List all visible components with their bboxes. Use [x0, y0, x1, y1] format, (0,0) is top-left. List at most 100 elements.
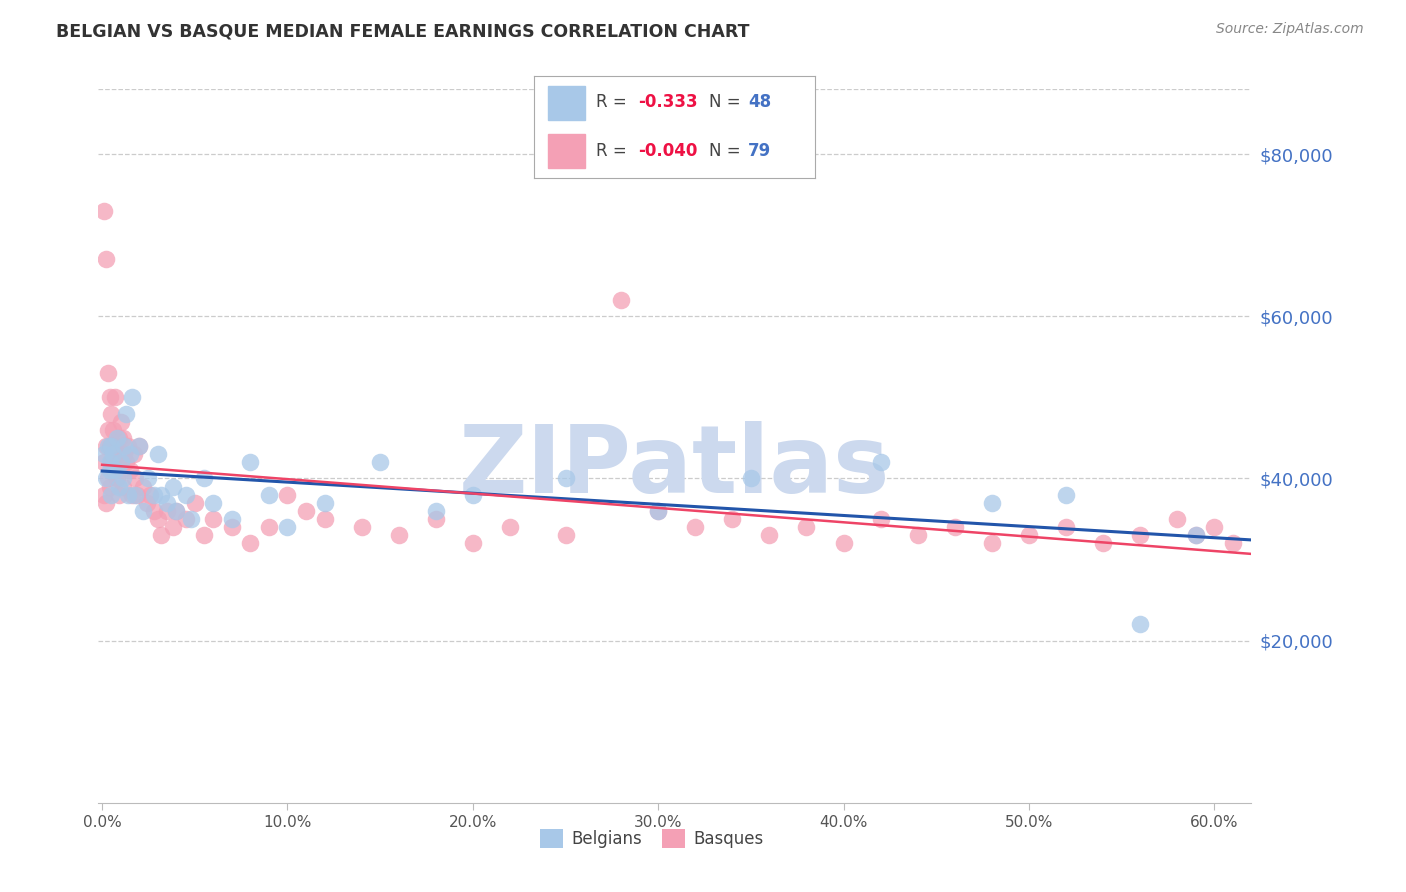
- Point: [127, 488, 149, 502]
- Point: [135, 496, 157, 510]
- Legend: Belgians, Basques: Belgians, Basques: [533, 822, 770, 855]
- Point: [143, 488, 166, 502]
- Point: [388, 528, 411, 542]
- Point: [554, 528, 576, 542]
- Point: [295, 504, 318, 518]
- Point: [350, 520, 373, 534]
- Point: [425, 504, 447, 518]
- Point: [499, 520, 522, 534]
- Text: R =: R =: [596, 142, 633, 160]
- Point: [98, 439, 121, 453]
- Point: [132, 504, 155, 518]
- Point: [100, 455, 122, 469]
- Point: [143, 504, 166, 518]
- Point: [97, 471, 120, 485]
- Point: [461, 488, 484, 502]
- Point: [117, 439, 139, 453]
- Point: [184, 496, 207, 510]
- Point: [647, 504, 669, 518]
- Point: [103, 447, 125, 461]
- Text: -0.333: -0.333: [638, 94, 697, 112]
- Point: [257, 520, 280, 534]
- Point: [740, 471, 762, 485]
- Point: [98, 479, 121, 493]
- Point: [276, 520, 298, 534]
- Point: [110, 415, 132, 429]
- Point: [97, 423, 120, 437]
- Point: [1204, 520, 1226, 534]
- Point: [108, 431, 131, 445]
- Point: [314, 496, 336, 510]
- Point: [94, 496, 117, 510]
- FancyBboxPatch shape: [548, 135, 585, 168]
- Text: Source: ZipAtlas.com: Source: ZipAtlas.com: [1216, 22, 1364, 37]
- Point: [276, 488, 298, 502]
- Point: [314, 512, 336, 526]
- Point: [1054, 488, 1077, 502]
- Point: [796, 520, 818, 534]
- Point: [221, 512, 243, 526]
- Point: [1129, 528, 1152, 542]
- Point: [124, 488, 146, 502]
- Point: [257, 488, 280, 502]
- Point: [1018, 528, 1040, 542]
- Point: [111, 471, 134, 485]
- Point: [139, 488, 162, 502]
- Point: [100, 488, 122, 502]
- Point: [907, 528, 929, 542]
- Point: [94, 252, 117, 267]
- Point: [150, 528, 173, 542]
- Point: [610, 293, 633, 307]
- Text: BELGIAN VS BASQUE MEDIAN FEMALE EARNINGS CORRELATION CHART: BELGIAN VS BASQUE MEDIAN FEMALE EARNINGS…: [56, 22, 749, 40]
- Point: [150, 488, 173, 502]
- Point: [121, 390, 143, 404]
- Point: [105, 447, 128, 461]
- Point: [425, 512, 447, 526]
- Point: [1184, 528, 1206, 542]
- Point: [108, 479, 131, 493]
- Point: [93, 455, 115, 469]
- FancyBboxPatch shape: [548, 87, 585, 120]
- Point: [100, 407, 122, 421]
- Point: [122, 447, 145, 461]
- Point: [138, 471, 160, 485]
- Point: [128, 439, 150, 453]
- Point: [685, 520, 707, 534]
- Point: [94, 471, 117, 485]
- Point: [146, 512, 169, 526]
- Point: [1054, 520, 1077, 534]
- Point: [202, 496, 225, 510]
- Text: R =: R =: [596, 94, 633, 112]
- Point: [1166, 512, 1188, 526]
- Point: [128, 439, 150, 453]
- Point: [124, 471, 146, 485]
- Point: [115, 407, 138, 421]
- Point: [100, 439, 122, 453]
- Point: [869, 455, 891, 469]
- Point: [165, 504, 187, 518]
- Point: [115, 455, 138, 469]
- Point: [174, 512, 197, 526]
- Point: [165, 504, 187, 518]
- Point: [156, 504, 179, 518]
- Point: [221, 520, 243, 534]
- Point: [104, 390, 127, 404]
- Point: [193, 528, 215, 542]
- Point: [980, 496, 1002, 510]
- Point: [110, 463, 132, 477]
- Point: [202, 512, 225, 526]
- Point: [162, 479, 184, 493]
- Point: [156, 496, 179, 510]
- Point: [1184, 528, 1206, 542]
- Point: [93, 203, 115, 218]
- Text: 48: 48: [748, 94, 770, 112]
- Point: [108, 488, 131, 502]
- Point: [239, 536, 262, 550]
- Point: [146, 447, 169, 461]
- Point: [117, 488, 139, 502]
- Point: [98, 455, 121, 469]
- Point: [112, 439, 135, 453]
- Point: [93, 488, 115, 502]
- Point: [121, 488, 143, 502]
- Point: [104, 463, 127, 477]
